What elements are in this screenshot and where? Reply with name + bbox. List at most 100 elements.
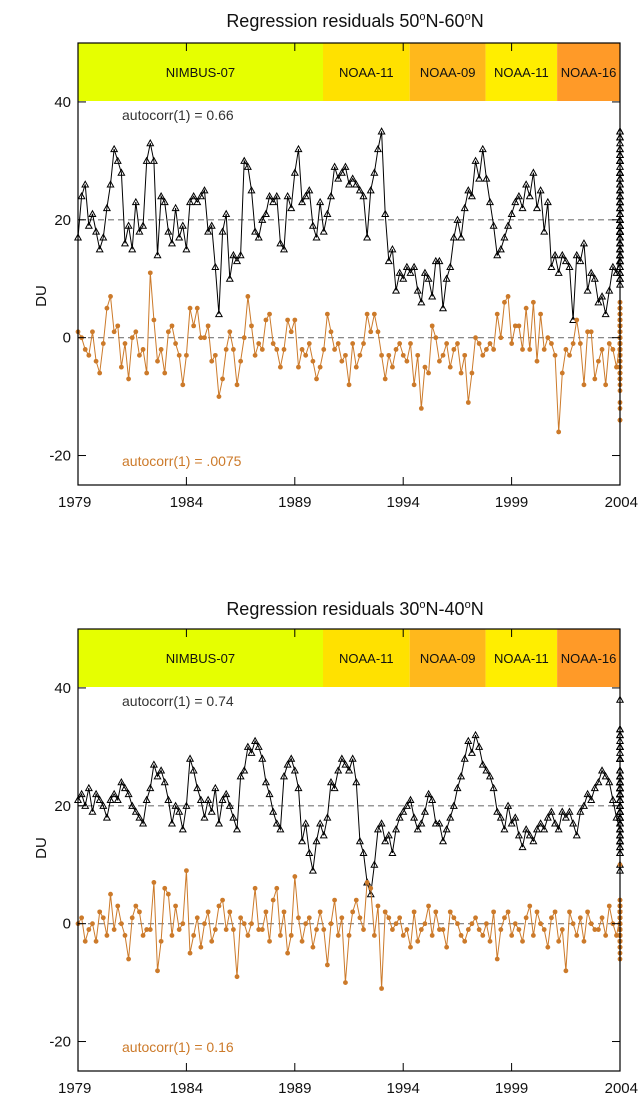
data-point xyxy=(339,915,345,921)
data-point xyxy=(328,921,334,927)
data-point xyxy=(144,927,150,932)
data-point xyxy=(236,250,245,259)
data-point xyxy=(579,801,589,809)
data-point xyxy=(261,209,270,217)
data-point xyxy=(77,191,86,200)
data-point xyxy=(328,329,334,335)
data-point xyxy=(610,347,616,352)
data-point xyxy=(590,783,599,792)
data-point xyxy=(108,891,113,897)
data-point xyxy=(308,866,317,874)
data-point xyxy=(149,156,158,164)
data-point xyxy=(467,748,476,756)
data-point xyxy=(592,927,598,932)
data-point xyxy=(178,825,187,833)
data-point xyxy=(218,795,227,803)
data-point xyxy=(543,197,552,206)
data-point xyxy=(211,783,220,792)
data-point xyxy=(475,742,484,750)
data-point xyxy=(316,197,325,206)
data-point xyxy=(552,909,558,915)
data-point xyxy=(418,405,424,411)
data-point xyxy=(277,364,283,370)
data-point xyxy=(128,801,137,809)
data-point xyxy=(574,317,580,323)
data-point xyxy=(261,777,270,786)
data-point xyxy=(516,927,522,932)
data-point xyxy=(588,329,594,335)
data-point xyxy=(296,915,301,921)
data-point xyxy=(298,197,307,206)
data-point xyxy=(551,250,560,259)
data-point xyxy=(465,927,471,932)
data-point xyxy=(220,376,225,382)
data-point xyxy=(306,341,312,346)
data-point xyxy=(433,909,439,915)
data-point xyxy=(165,329,171,335)
data-point xyxy=(363,233,372,241)
data-point xyxy=(444,341,450,346)
data-point xyxy=(453,215,462,223)
data-point xyxy=(547,262,556,271)
data-point xyxy=(205,323,211,329)
data-point xyxy=(196,191,205,200)
data-point xyxy=(395,268,404,276)
data-point xyxy=(410,813,419,821)
data-point xyxy=(158,938,164,944)
data-point xyxy=(236,772,245,780)
data-point xyxy=(603,382,609,388)
data-point xyxy=(160,777,169,786)
data-point xyxy=(241,335,247,341)
data-point xyxy=(357,915,363,921)
data-point xyxy=(178,221,187,229)
data-point xyxy=(576,256,585,265)
data-point xyxy=(451,915,457,921)
data-point xyxy=(424,274,433,282)
series-line xyxy=(77,699,621,895)
data-point xyxy=(281,909,287,915)
data-point xyxy=(386,352,392,358)
data-point xyxy=(364,311,370,317)
data-point xyxy=(160,197,169,206)
data-point xyxy=(232,825,242,833)
data-point xyxy=(211,262,220,271)
data-point xyxy=(306,915,312,921)
data-point xyxy=(131,197,140,206)
data-point xyxy=(189,191,198,200)
data-point xyxy=(272,819,281,827)
data-point xyxy=(288,933,294,938)
data-point xyxy=(296,364,301,370)
data-point xyxy=(84,783,93,792)
data-point xyxy=(551,819,560,827)
data-point xyxy=(323,209,332,217)
data-point xyxy=(462,352,468,358)
data-point xyxy=(285,317,291,323)
data-point xyxy=(128,245,137,253)
data-point xyxy=(559,927,565,932)
data-point xyxy=(259,347,265,352)
satellite-band xyxy=(78,43,323,101)
data-point xyxy=(384,831,393,839)
data-point xyxy=(191,933,197,938)
data-point xyxy=(176,352,182,358)
satellite-label: NOAA-16 xyxy=(561,65,617,80)
data-point xyxy=(482,174,491,182)
data-point xyxy=(184,352,189,358)
autocorr-orange-label: autocorr(1) = .0075 xyxy=(122,453,242,469)
data-point xyxy=(270,897,276,903)
data-point xyxy=(527,903,533,909)
satellite-label: NOAA-11 xyxy=(494,65,549,80)
data-point xyxy=(223,347,229,352)
data-point xyxy=(281,347,287,352)
data-point xyxy=(404,927,410,932)
data-point xyxy=(529,168,538,176)
data-point xyxy=(567,909,572,915)
data-point xyxy=(95,245,104,253)
data-point xyxy=(418,927,424,932)
data-point xyxy=(321,347,327,352)
data-point xyxy=(283,191,292,200)
data-point xyxy=(601,772,610,780)
y-axis-label: DU xyxy=(33,837,50,859)
data-point xyxy=(100,341,106,346)
data-point xyxy=(243,162,252,170)
